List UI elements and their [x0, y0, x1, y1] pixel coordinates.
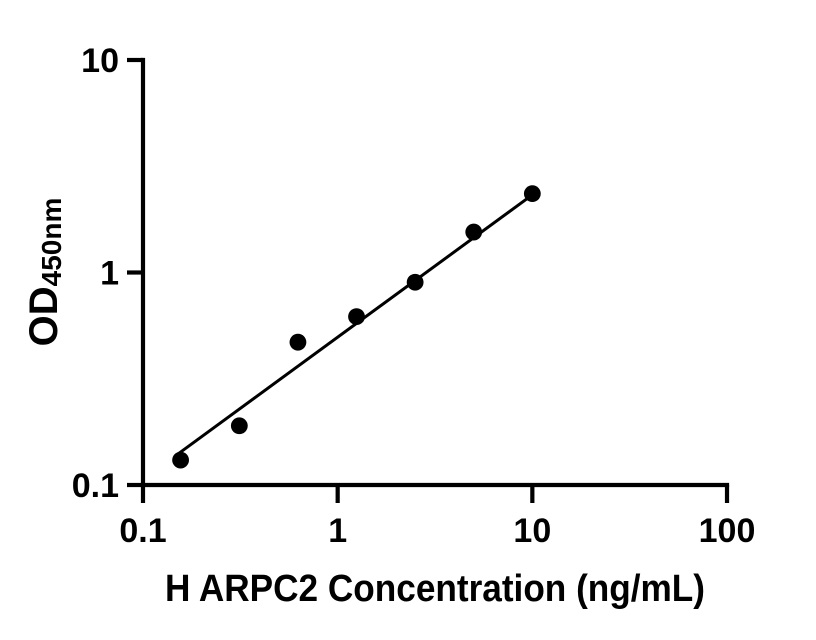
y-axis-title: OD450nm — [22, 198, 67, 347]
data-point — [172, 452, 189, 469]
plot-area: 0.1 1 10 0.1 1 10 100 — [72, 42, 756, 550]
data-point — [348, 308, 365, 325]
standard-curve-chart: 0.1 1 10 0.1 1 10 100 H ARPC2 Concentration (n… — [0, 0, 816, 640]
x-tick-label: 100 — [699, 512, 756, 550]
data-point — [290, 334, 307, 351]
x-axis-title: H ARPC2 Concentration (ng/mL) — [165, 568, 705, 610]
data-point — [407, 274, 424, 291]
data-point — [465, 224, 482, 241]
y-axis-title-subscript: 450nm — [36, 198, 67, 287]
elisa-standard-curve-figure: 0.1 1 10 0.1 1 10 100 H ARPC2 Concentration (n… — [0, 0, 816, 640]
y-tick-label: 1 — [100, 255, 119, 293]
data-point — [231, 417, 248, 434]
y-tick-label: 0.1 — [72, 467, 119, 505]
x-tick-label: 0.1 — [119, 512, 166, 550]
data-point — [524, 185, 541, 202]
y-axis-title-main: OD — [22, 286, 66, 346]
y-tick-label: 10 — [81, 42, 119, 80]
x-tick-label: 1 — [328, 512, 347, 550]
x-tick-label: 10 — [513, 512, 551, 550]
